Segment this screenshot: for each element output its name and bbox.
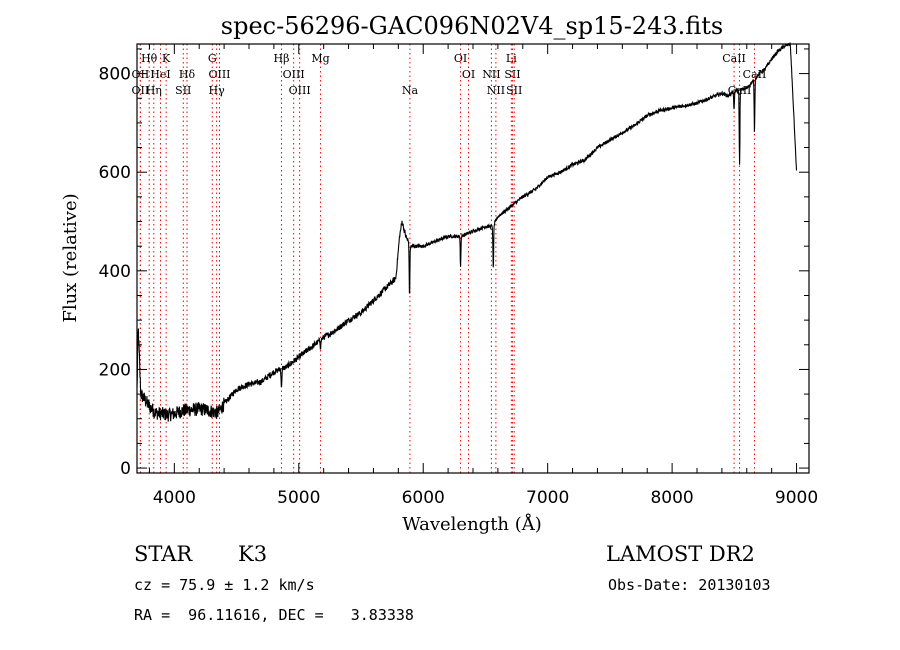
line-marker-label: Na [402, 84, 419, 97]
y-tick-label: 0 [120, 459, 131, 479]
y-axis-label: Flux (relative) [60, 193, 81, 322]
line-marker-label: G [208, 52, 217, 65]
line-marker-label: OIII [208, 68, 230, 81]
line-marker-label: OII [132, 68, 150, 81]
plot-frame [136, 43, 810, 474]
line-marker-label: NII [482, 68, 500, 81]
y-tick-label: 200 [99, 360, 131, 380]
chart-title: spec-56296-GAC096N02V4_sp15-243.fits [221, 12, 723, 40]
x-tick-label: 7000 [526, 488, 569, 508]
line-marker-label: NII [487, 84, 505, 97]
axis-ticks: 4000 5000 6000 7000 8000 9000 0 200 400 600 800 [99, 44, 818, 508]
line-marker-label: K [162, 52, 171, 65]
spectrum-line [136, 42, 798, 422]
line-marker-label: OII [132, 84, 150, 97]
redshift-text: cz = 75.9 ± 1.2 km/s [134, 576, 315, 594]
line-marker-label: HeI [150, 68, 170, 81]
coordinates-text: RA = 96.11616, DEC = 3.83338 [134, 606, 414, 624]
y-tick-label: 400 [99, 262, 131, 282]
obs-date-text: Obs-Date: 20130103 [608, 576, 771, 594]
line-marker-label: OIII [283, 68, 305, 81]
object-class: STAR [134, 542, 193, 566]
x-tick-label: 6000 [402, 488, 445, 508]
y-tick-label: 600 [99, 163, 131, 183]
line-marker-label: Hη [146, 84, 162, 97]
line-marker-label: Li [506, 52, 517, 65]
x-tick-label: 5000 [277, 488, 320, 508]
line-marker-label: Mg [311, 52, 329, 65]
line-marker-label: Hδ [179, 68, 196, 81]
line-marker-label: OI [454, 52, 467, 65]
line-marker-label: OIII [289, 84, 311, 97]
line-marker-label: Hθ [141, 52, 158, 65]
x-tick-label: 4000 [153, 488, 196, 508]
line-marker-label: SII [506, 84, 522, 97]
line-marker-label: OI [462, 68, 475, 81]
survey-name: LAMOST DR2 [606, 542, 755, 566]
x-tick-label: 9000 [775, 488, 818, 508]
x-tick-label: 8000 [650, 488, 693, 508]
line-marker-label: CaII [722, 52, 746, 65]
spectrum-series [136, 42, 798, 422]
x-axis-label: Wavelength (Å) [402, 513, 542, 535]
object-subclass: K3 [238, 542, 268, 566]
line-marker-label: SII [175, 84, 191, 97]
y-tick-label: 800 [99, 65, 131, 85]
line-marker-label: Hγ [209, 84, 226, 97]
line-marker-label: Hβ [274, 52, 290, 65]
line-marker-label: SII [504, 68, 520, 81]
